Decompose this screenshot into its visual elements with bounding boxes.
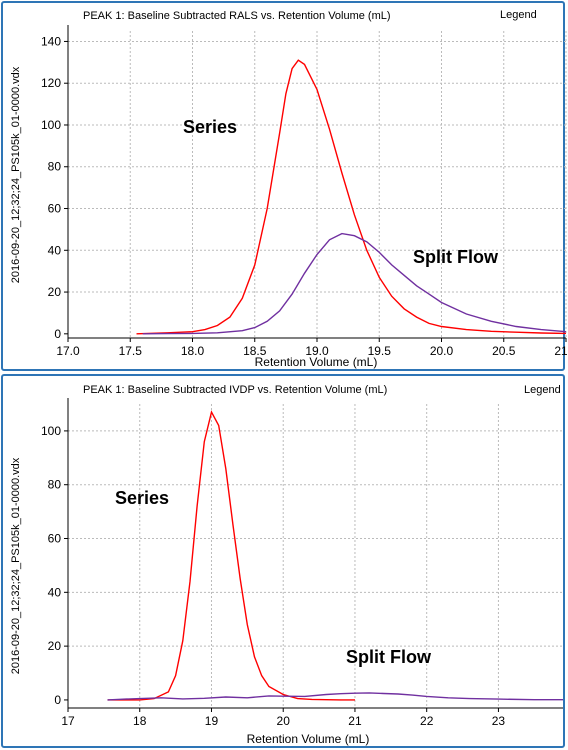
plot-area: 17 18 19 20 21 22 23 0 20 40 60 80 100 bbox=[41, 398, 563, 728]
plot-area: 17.0 17.5 18.0 18.5 19.0 19.5 20.0 20.5 21.0 0 20 4… bbox=[41, 25, 567, 358]
x-tick-label: 22 bbox=[420, 714, 434, 728]
split-flow-line bbox=[107, 692, 563, 701]
y-tick-label: 100 bbox=[41, 424, 61, 438]
chart-title: PEAK 1: Baseline Subtracted RALS vs. Ret… bbox=[83, 10, 391, 22]
x-tick-label: 19.0 bbox=[305, 344, 329, 358]
x-tick-label: 23 bbox=[492, 714, 506, 728]
rals-chart: 17.0 17.5 18.0 18.5 19.0 19.5 20.0 20.5 21.0 0 20 4… bbox=[10, 9, 567, 369]
y-tick-label: 100 bbox=[41, 118, 61, 132]
x-tick-label: 21 bbox=[348, 714, 362, 728]
y-tick-label: 80 bbox=[48, 160, 62, 174]
legend-label[interactable]: Legend bbox=[500, 9, 537, 21]
x-tick-label: 20.5 bbox=[492, 344, 516, 358]
series-line bbox=[136, 59, 567, 335]
series-annotation: Series bbox=[183, 117, 237, 137]
y-tick-label: 80 bbox=[48, 478, 62, 492]
chart-panel-ivdp: 17 18 19 20 21 22 23 0 20 40 60 80 100 PEAK 1: Basel… bbox=[1, 374, 565, 748]
y-tick-label: 60 bbox=[48, 202, 62, 216]
chart-panel-rals: 17.0 17.5 18.0 18.5 19.0 19.5 20.0 20.5 21.0 0 20 4… bbox=[1, 1, 567, 371]
y-tick-label: 120 bbox=[41, 76, 61, 90]
x-tick-label: 17.0 bbox=[56, 344, 80, 358]
y-tick-label: 140 bbox=[41, 34, 61, 48]
legend-label[interactable]: Legend bbox=[524, 384, 561, 396]
x-tick-label: 17.5 bbox=[119, 344, 143, 358]
x-tick-label: 18.0 bbox=[181, 344, 205, 358]
ivdp-chart: 17 18 19 20 21 22 23 0 20 40 60 80 100 PEAK 1: Basel… bbox=[10, 384, 563, 746]
chart-title: PEAK 1: Baseline Subtracted IVDP vs. Ret… bbox=[83, 384, 387, 396]
series-annotation: Series bbox=[115, 488, 169, 508]
split-flow-line bbox=[142, 232, 567, 335]
split-flow-annotation: Split Flow bbox=[413, 247, 499, 267]
x-tick-label: 19.5 bbox=[368, 344, 392, 358]
y-tick-label: 40 bbox=[48, 243, 62, 257]
y-tick-label: 20 bbox=[48, 639, 62, 653]
x-tick-label: 18 bbox=[133, 714, 147, 728]
y-tick-label: 20 bbox=[48, 285, 62, 299]
y-tick-label: 60 bbox=[48, 532, 62, 546]
x-tick-label: 17 bbox=[61, 714, 75, 728]
x-tick-label: 20.0 bbox=[430, 344, 454, 358]
y-tick-label: 0 bbox=[54, 693, 61, 707]
x-tick-label: 21.0 bbox=[554, 344, 567, 358]
y-axis-label: 2016-09-20_12;32;24_PS105k_01-0000.vdx bbox=[10, 66, 22, 283]
x-tick-label: 19 bbox=[205, 714, 219, 728]
x-tick-label: 20 bbox=[277, 714, 291, 728]
y-tick-label: 0 bbox=[54, 327, 61, 341]
y-axis-label: 2016-09-20_12;32;24_PS105k_01-0000.vdx bbox=[10, 457, 22, 674]
x-tick-label: 18.5 bbox=[243, 344, 267, 358]
y-tick-label: 40 bbox=[48, 585, 62, 599]
split-flow-annotation: Split Flow bbox=[346, 647, 432, 667]
x-axis-label: Retention Volume (mL) bbox=[247, 732, 370, 746]
series-line bbox=[107, 410, 355, 701]
x-axis-label: Retention Volume (mL) bbox=[255, 355, 378, 369]
